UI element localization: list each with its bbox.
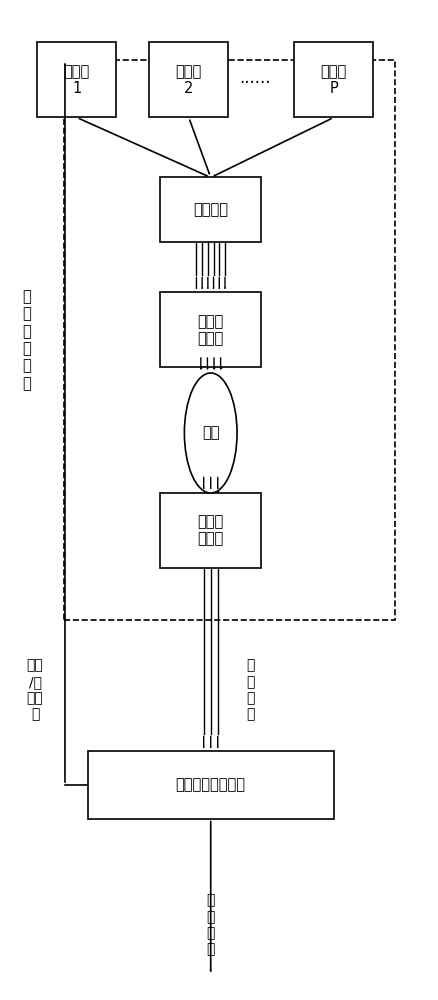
- Text: 信号源
2: 信号源 2: [175, 64, 201, 96]
- Bar: [37, 42, 116, 117]
- Circle shape: [184, 373, 237, 493]
- Text: 信号复
用模块: 信号复 用模块: [197, 314, 223, 346]
- Bar: [88, 751, 333, 819]
- Bar: [160, 493, 261, 568]
- Text: 透镜: 透镜: [201, 426, 219, 440]
- Text: 合
成
波
束: 合 成 波 束: [206, 894, 215, 956]
- Text: 电光转
换模块: 电光转 换模块: [197, 514, 223, 546]
- Text: 光
纤
信
号: 光 纤 信 号: [245, 659, 254, 721]
- Bar: [149, 42, 228, 117]
- Text: 时钟
/控
制信
号: 时钟 /控 制信 号: [27, 659, 43, 721]
- Text: 信号源
P: 信号源 P: [320, 64, 346, 96]
- Text: 天线阵列: 天线阵列: [193, 202, 228, 218]
- Bar: [64, 60, 394, 620]
- Text: 信号源
1: 信号源 1: [64, 64, 90, 96]
- Bar: [160, 178, 261, 242]
- Text: ......: ......: [238, 69, 270, 87]
- Bar: [293, 42, 372, 117]
- Bar: [160, 292, 261, 367]
- Text: 数字信号处理系统: 数字信号处理系统: [175, 778, 245, 792]
- Text: 天
线
阵
列
系
统: 天 线 阵 列 系 统: [22, 289, 31, 391]
